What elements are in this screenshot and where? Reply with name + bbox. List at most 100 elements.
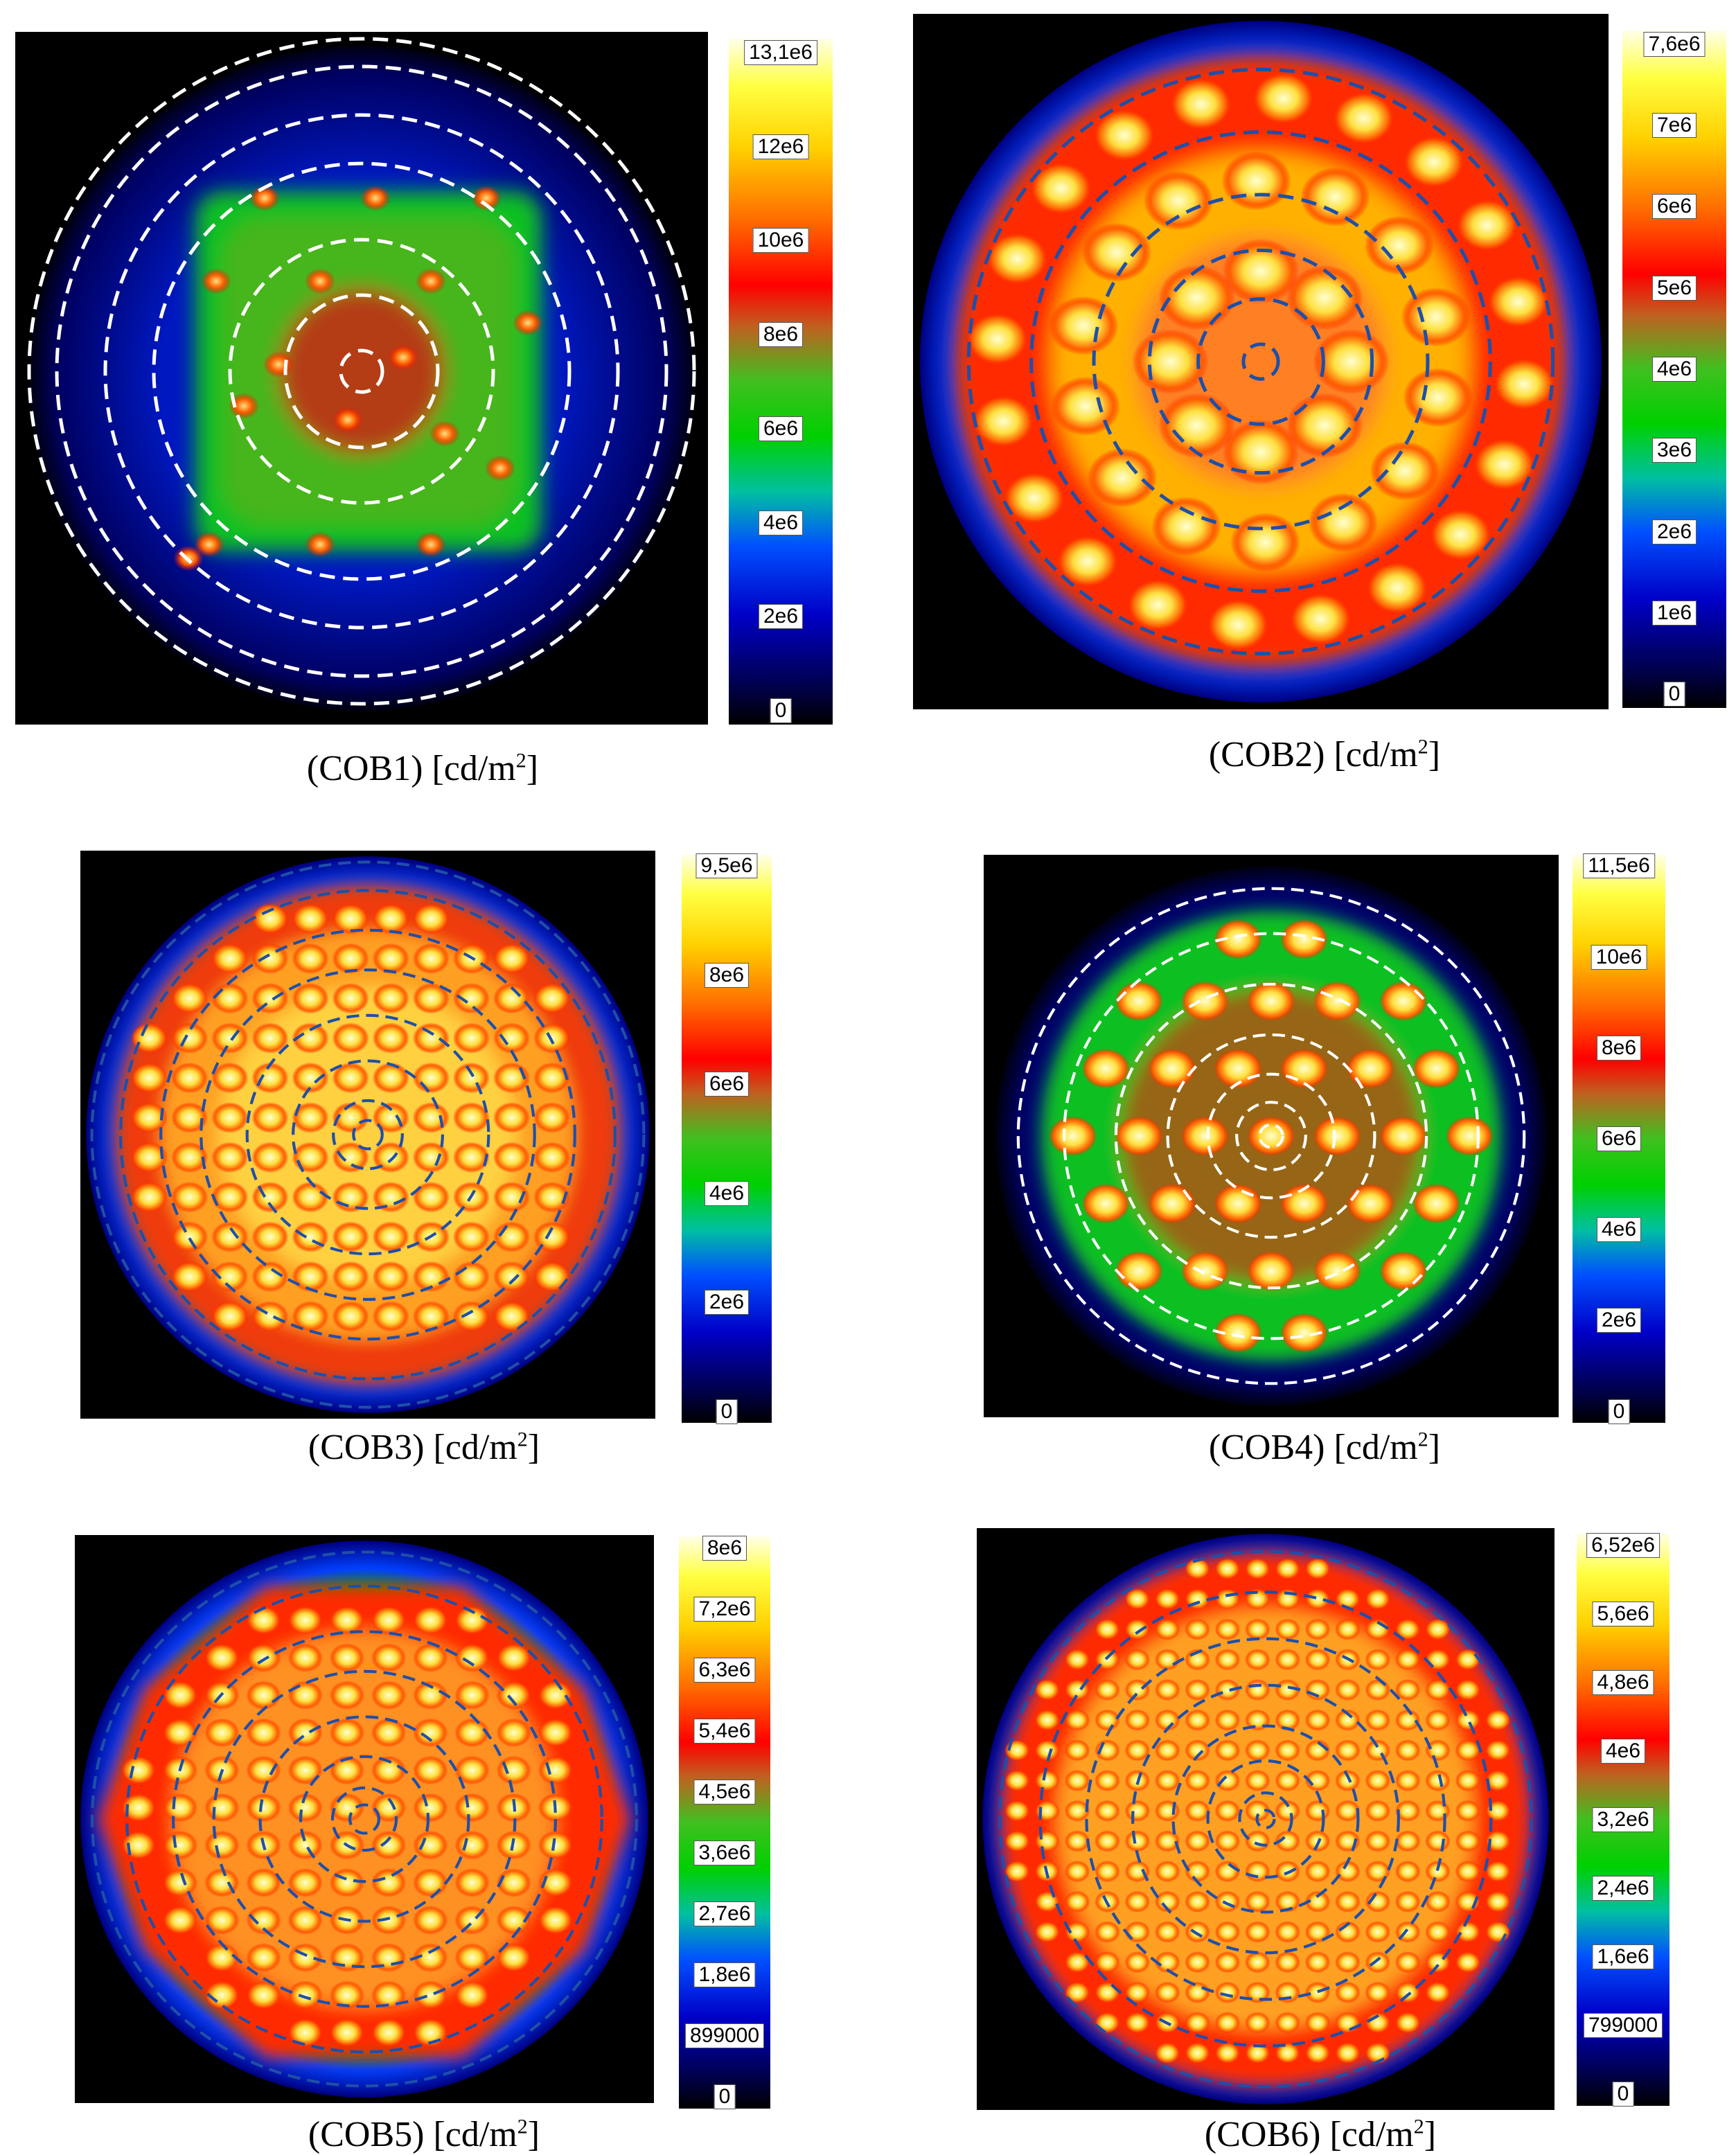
led-hotspot (1185, 1890, 1210, 1913)
luminance-map-cob5 (75, 1535, 654, 2103)
led-hotspot (204, 1793, 240, 1823)
measurement-ring (332, 1099, 404, 1171)
led-hotspot (204, 1718, 240, 1748)
led-hotspot (1064, 1769, 1090, 1792)
led-hotspot (1214, 1921, 1241, 1943)
measurement-ring (1206, 1072, 1336, 1200)
led-hotspot (454, 1793, 490, 1823)
colorbar-tick-label: 7,2e6 (693, 1596, 756, 1622)
led-hotspot (292, 1221, 329, 1252)
led-hotspot (533, 1102, 571, 1133)
led-hotspot (1304, 2041, 1331, 2064)
measurement-ring (1038, 1590, 1493, 2048)
led-hotspot (1154, 1678, 1180, 1701)
led-hotspot (538, 1830, 573, 1860)
led-hotspot (1221, 151, 1291, 211)
led-hotspot (1244, 1951, 1270, 1974)
led-hotspot (1335, 1678, 1361, 1701)
led-hotspot (1207, 598, 1270, 652)
led-hotspot (1425, 1890, 1451, 1913)
led-hotspot (204, 1980, 240, 2010)
led-hotspot (1214, 1860, 1241, 1883)
led-hotspot (292, 1102, 329, 1133)
measurement-ring (292, 1059, 444, 1210)
led-hotspot (211, 1102, 249, 1133)
caption-tail: ] (1428, 735, 1441, 774)
led-hotspot (1095, 1921, 1120, 1943)
led-hotspot (412, 1102, 450, 1133)
led-hotspot (538, 1718, 573, 1748)
led-hotspot (1335, 1769, 1361, 1792)
led-hotspot (452, 1102, 490, 1133)
led-hotspot (194, 531, 224, 558)
led-hotspot (1308, 493, 1379, 553)
led-hotspot (1222, 238, 1300, 304)
colorbar-tick-label: 6e6 (1596, 1126, 1642, 1151)
measurement-ring (283, 293, 440, 450)
measurement-ring (245, 1013, 490, 1256)
measurement-ring (1016, 887, 1526, 1385)
led-hotspot (211, 1022, 249, 1054)
led-hotspot (1425, 1649, 1451, 1671)
led-hotspot (1304, 1649, 1331, 1671)
led-hotspot (1275, 1618, 1301, 1640)
led-hotspot (1244, 1769, 1270, 1792)
led-hotspot (412, 1062, 450, 1094)
led-hotspot (292, 1181, 329, 1213)
led-hotspot (966, 312, 1029, 366)
led-hotspot (1034, 1800, 1061, 1822)
led-hotspot (1394, 1921, 1421, 1943)
caption-superscript: 2 (1413, 2115, 1424, 2138)
led-hotspot (1214, 1313, 1263, 1354)
led-hotspot (372, 982, 409, 1014)
led-hotspot (246, 1980, 281, 2010)
led-hotspot (1158, 393, 1235, 459)
led-hotspot (1304, 1921, 1331, 1943)
colorbar-tick-label: 5,4e6 (693, 1718, 756, 1744)
led-hotspot (1092, 108, 1156, 162)
led-hotspot (1335, 1618, 1361, 1640)
led-hotspot (493, 1221, 531, 1252)
led-hotspot (1154, 1921, 1180, 1943)
led-hotspot (305, 268, 335, 294)
measurement-ring (90, 860, 646, 1409)
led-hotspot (1214, 1981, 1241, 2004)
colorbar-tick-label: 0 (770, 698, 792, 724)
led-hotspot (1095, 2012, 1120, 2034)
led-hotspot (211, 982, 249, 1014)
led-hotspot (372, 943, 409, 975)
led-hotspot (287, 1643, 323, 1673)
led-hotspot (413, 1718, 448, 1748)
led-hotspot (1425, 1709, 1451, 1731)
colorbar-tick-label: 899000 (684, 2023, 765, 2049)
led-hotspot (1214, 2012, 1241, 2034)
led-hotspot (413, 1755, 448, 1785)
led-hotspot (1365, 1951, 1391, 1974)
led-hotspot (1335, 2012, 1361, 2034)
led-hotspot (1425, 1800, 1451, 1822)
led-hotspot (1304, 2012, 1331, 2034)
led-hotspot (1402, 135, 1466, 189)
led-hotspot (1394, 2012, 1421, 2034)
led-hotspot (287, 1680, 323, 1710)
colorbar-tick-label: 0 (1663, 682, 1685, 707)
led-hotspot (1124, 1649, 1151, 1671)
led-hotspot (211, 1062, 249, 1094)
caption-superscript: 2 (517, 2115, 528, 2138)
led-hotspot (1185, 1769, 1210, 1792)
colorbar-tick-label: 4,8e6 (1592, 1669, 1654, 1695)
measurement-ring (159, 928, 576, 1341)
led-hotspot (1335, 1800, 1361, 1822)
led-hotspot (292, 1142, 329, 1173)
colorbar-tick-label: 8e6 (758, 322, 804, 348)
led-hotspot (246, 1755, 281, 1785)
led-hotspot (1313, 1250, 1362, 1291)
led-hotspot (1214, 2041, 1241, 2064)
led-hotspot (171, 982, 209, 1014)
led-hotspot (329, 1680, 364, 1710)
led-hotspot (292, 1261, 329, 1293)
led-hotspot (538, 1906, 573, 1935)
led-hotspot (1095, 1709, 1120, 1731)
led-hotspot (533, 982, 571, 1014)
led-hotspot (1004, 1830, 1030, 1852)
